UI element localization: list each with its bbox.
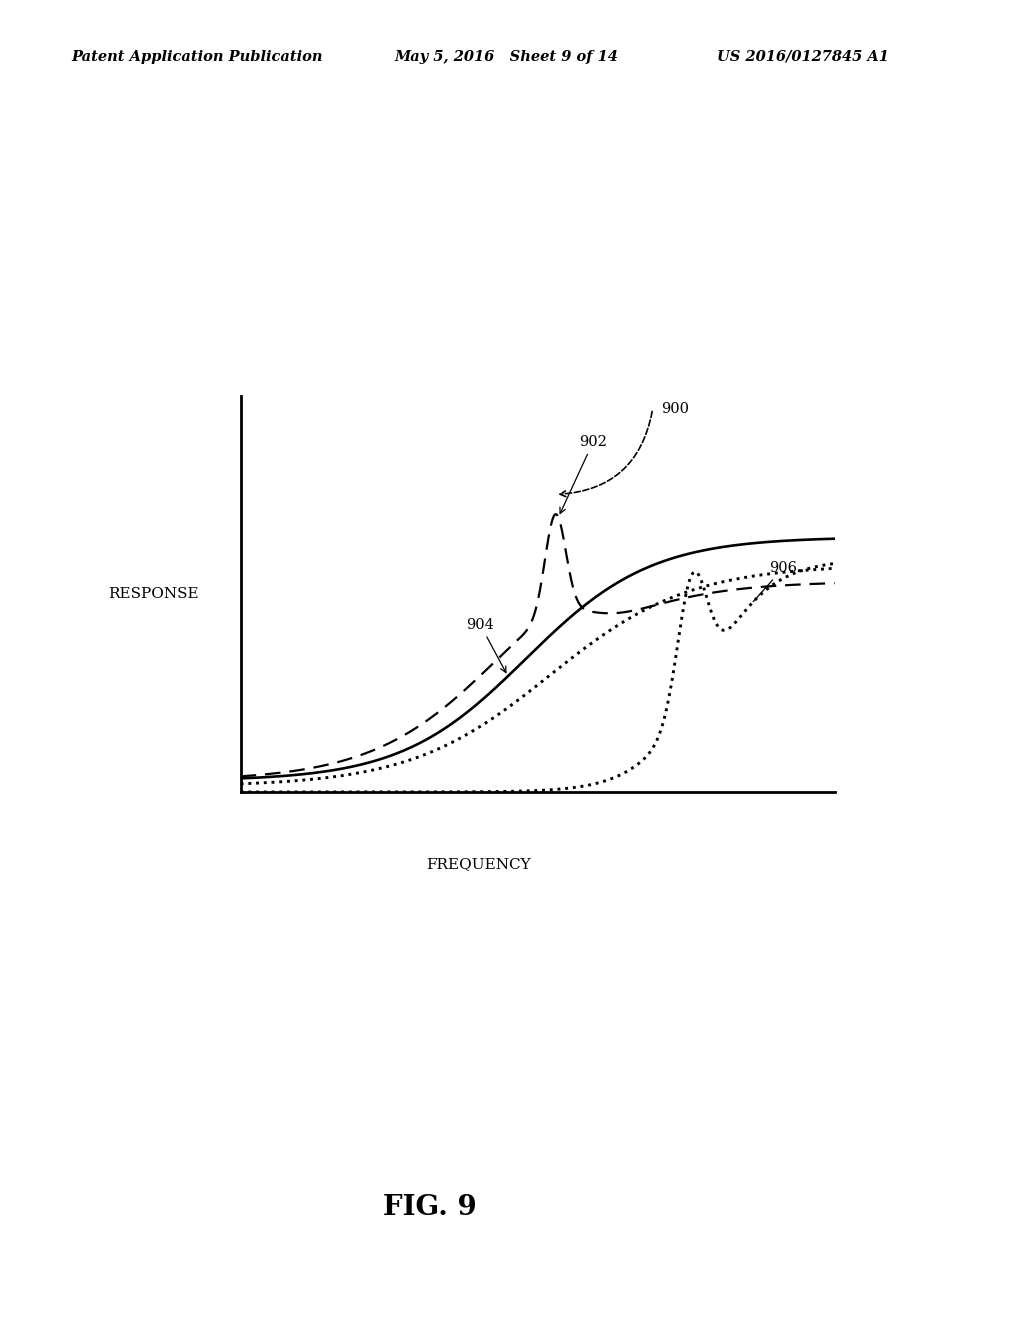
Text: 904: 904 [466, 618, 506, 672]
Text: May 5, 2016   Sheet 9 of 14: May 5, 2016 Sheet 9 of 14 [394, 50, 618, 63]
Text: US 2016/0127845 A1: US 2016/0127845 A1 [717, 50, 889, 63]
Text: 902: 902 [560, 436, 607, 513]
Text: FIG. 9: FIG. 9 [383, 1195, 477, 1221]
Text: 906: 906 [754, 561, 798, 602]
Text: FREQUENCY: FREQUENCY [426, 858, 530, 871]
Text: RESPONSE: RESPONSE [109, 587, 199, 601]
Text: 900: 900 [660, 401, 689, 416]
Text: Patent Application Publication: Patent Application Publication [72, 50, 324, 63]
